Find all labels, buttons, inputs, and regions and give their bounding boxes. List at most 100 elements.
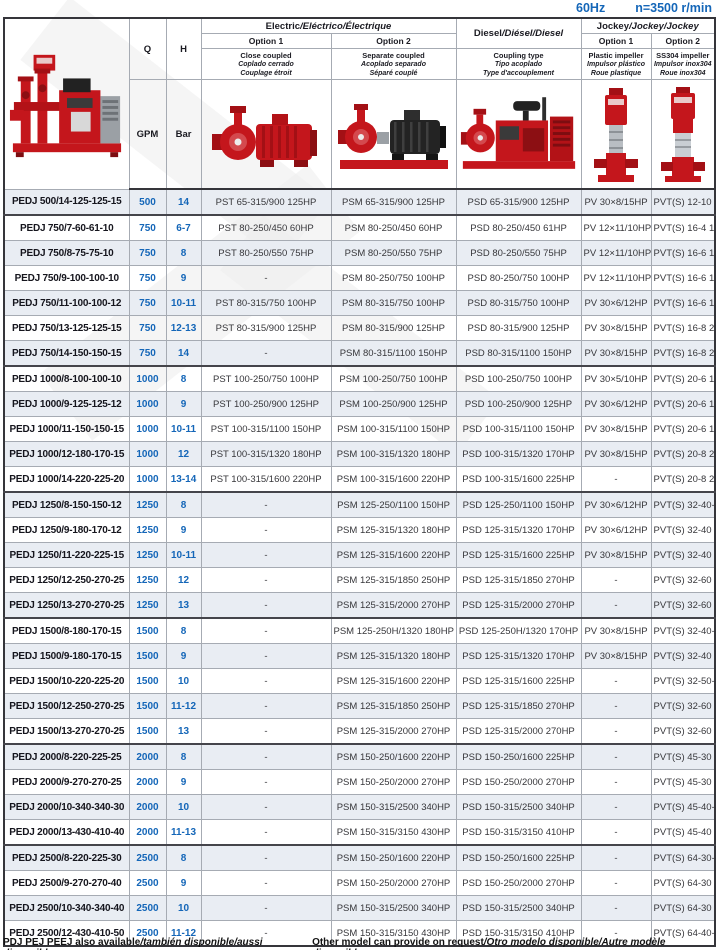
cell-h: 13 — [165, 718, 202, 745]
cell-pvt: PVT(S) 20-8 20HP — [650, 466, 716, 493]
cell-psm: PSM 150-315/3150 430HP — [330, 819, 457, 846]
cell-h: 9 — [165, 643, 202, 669]
cell-pvt: PVT(S) 45-30 25HP — [650, 743, 716, 770]
cell-q: 1000 — [128, 365, 167, 392]
cell-psd: PSD 150-315/2500 340HP — [455, 895, 582, 921]
cell-pv: - — [580, 668, 652, 694]
cell-psm: PSM 125-250H/1320 180HP — [330, 617, 457, 644]
cell-h: 12 — [165, 567, 202, 593]
cell-q: 1250 — [128, 567, 167, 593]
cell-psm: PSM 80-250/550 75HP — [330, 240, 457, 266]
cell-pv: - — [580, 920, 652, 947]
cell-pv: - — [580, 870, 652, 896]
cell-q: 1000 — [128, 391, 167, 417]
cell-pv: PV 12×11/10HP — [580, 214, 652, 241]
cell-psm: PSM 80-315/750 100HP — [330, 290, 457, 316]
cell-model: PEDJ 750/11-100-100-12 — [3, 290, 130, 316]
cell-pst: - — [200, 920, 332, 947]
cell-model: PEDJ 2000/13-430-410-40 — [3, 819, 130, 846]
cell-pst: PST 80-315/750 100HP — [200, 290, 332, 316]
cell-h: 8 — [165, 365, 202, 392]
cell-psd: PSD 80-250/450 61HP — [455, 214, 582, 241]
electric-option2-header: Option 2 — [330, 33, 457, 49]
cell-psm: PSM 100-315/1320 180HP — [330, 441, 457, 467]
table-row: PEDJ 750/11-100-100-12 750 10-11 PST 80-315… — [3, 290, 716, 316]
cell-pst: - — [200, 743, 332, 770]
cell-psm: PSM 125-315/1320 180HP — [330, 517, 457, 543]
cell-pvt: PVT(S) 32-50-2 20HP — [650, 668, 716, 694]
cell-q: 2000 — [128, 743, 167, 770]
cell-model: PEDJ 1250/12-250-270-25 — [3, 567, 130, 593]
cell-psd: PSD 150-250/2000 270HP — [455, 769, 582, 795]
cell-pv: - — [580, 844, 652, 871]
cell-h: 10 — [165, 895, 202, 921]
cell-pv: - — [580, 819, 652, 846]
diesel-description: Coupling type Tipo acoplado Type d'accou… — [455, 48, 582, 80]
cell-pst: PST 100-315/1100 150HP — [200, 416, 332, 442]
cell-psm: PSM 125-315/1320 180HP — [330, 643, 457, 669]
footer-left-bold: PDJ PEJ PEEJ also available — [3, 937, 141, 948]
footer-left-italic: /también disponible/aussi disponible — [3, 937, 263, 950]
table-row: PEDJ 1500/8-180-170-15 1500 8- PSM 125-250H… — [3, 617, 716, 644]
cell-psm: PSM 80-250/450 60HP — [330, 214, 457, 241]
cell-h: 10 — [165, 794, 202, 820]
cell-pv: - — [580, 794, 652, 820]
cell-psm: PSM 100-315/1600 220HP — [330, 466, 457, 493]
cell-pv: - — [580, 693, 652, 719]
cell-pvt: PVT(S) 20-6 15HP — [650, 416, 716, 442]
cell-pst: PST 80-315/900 125HP — [200, 315, 332, 341]
cell-psd: PSD 125-315/1320 170HP — [455, 643, 582, 669]
electric-option2-description: Separate coupled Acoplado separado Sépar… — [330, 48, 457, 80]
table-row: PEDJ 1250/12-250-270-25 1250 12- PSM 125-31… — [3, 567, 716, 593]
col-group-jockey: Jockey/Jockey/Jockey — [580, 17, 716, 34]
cell-q: 1250 — [128, 592, 167, 619]
cell-psd: PSD 150-315/3150 410HP — [455, 819, 582, 846]
cell-q: 1250 — [128, 542, 167, 568]
table-row: PEDJ 2500/9-270-270-40 2500 9- PSM 150-250/… — [3, 870, 716, 896]
cell-pst: PST 65-315/900 125HP — [200, 188, 332, 216]
table-row: PEDJ 2000/13-430-410-40 2000 11-13- PSM 150… — [3, 819, 716, 846]
cell-psd: PSD 125-315/2000 270HP — [455, 592, 582, 619]
cell-psm: PSM 150-250/1600 220HP — [330, 844, 457, 871]
cell-pst: PST 100-250/900 125HP — [200, 391, 332, 417]
cell-pvt: PVT(S) 32-60 25HP — [650, 718, 716, 745]
cell-model: PEDJ 1500/12-250-270-25 — [3, 693, 130, 719]
cell-h: 8 — [165, 844, 202, 871]
cell-q: 750 — [128, 290, 167, 316]
jockey-option1-header: Option 1 — [580, 33, 652, 49]
cell-model: PEDJ 2000/9-270-270-25 — [3, 769, 130, 795]
cell-pvt: PVT(S) 12-10 15HP — [650, 188, 716, 216]
cell-model: PEDJ 750/14-150-150-15 — [3, 340, 130, 367]
cell-q: 1500 — [128, 668, 167, 694]
cell-psd: PSD 125-250H/1320 170HP — [455, 617, 582, 644]
cell-pv: PV 30×8/15HP — [580, 441, 652, 467]
separate-coupled-pump-photo — [334, 80, 454, 187]
cell-q: 2000 — [128, 819, 167, 846]
cell-pst: - — [200, 592, 332, 619]
cell-psm: PSM 125-315/2000 270HP — [330, 592, 457, 619]
cell-psm: PSM 150-315/2500 340HP — [330, 895, 457, 921]
cell-model: PEDJ 1000/14-220-225-20 — [3, 466, 130, 493]
frequency-speed-note: 60Hz n=3500 r/min — [576, 1, 712, 15]
cell-pvt: PVT(S) 16-8 20HP — [650, 315, 716, 341]
cell-pst: - — [200, 769, 332, 795]
table-row: PEDJ 1250/9-180-170-12 1250 9- PSM 125-315/… — [3, 517, 716, 543]
cell-psd: PSD 125-315/1850 270HP — [455, 693, 582, 719]
cell-pst: - — [200, 265, 332, 291]
cell-h: 8 — [165, 743, 202, 770]
cell-psm: PSM 125-250/1100 150HP — [330, 491, 457, 518]
cell-q: 1500 — [128, 718, 167, 745]
cell-pvt: PVT(S) 45-40 40HP — [650, 819, 716, 846]
cell-psm: PSM 80-250/750 100HP — [330, 265, 457, 291]
bar-unit-header: Bar — [165, 79, 202, 190]
q-label: Q — [143, 43, 152, 55]
cell-pv: - — [580, 895, 652, 921]
table-row: PEDJ 1250/13-270-270-25 1250 13- PSM 125-31… — [3, 592, 716, 619]
cell-pst: - — [200, 542, 332, 568]
table-row: PEDJ 1000/11-150-150-15 1000 10-11 PST 100-… — [3, 416, 716, 442]
cell-pvt: PVT(S) 20-6 15HP — [650, 391, 716, 417]
cell-h: 9 — [165, 517, 202, 543]
table-row: PEDJ 1250/11-220-225-15 1250 10-11- PSM 125… — [3, 542, 716, 568]
cell-model: PEDJ 750/9-100-100-10 — [3, 265, 130, 291]
table-row: PEDJ 750/14-150-150-15 750 14- PSM 80-315/1… — [3, 340, 716, 367]
